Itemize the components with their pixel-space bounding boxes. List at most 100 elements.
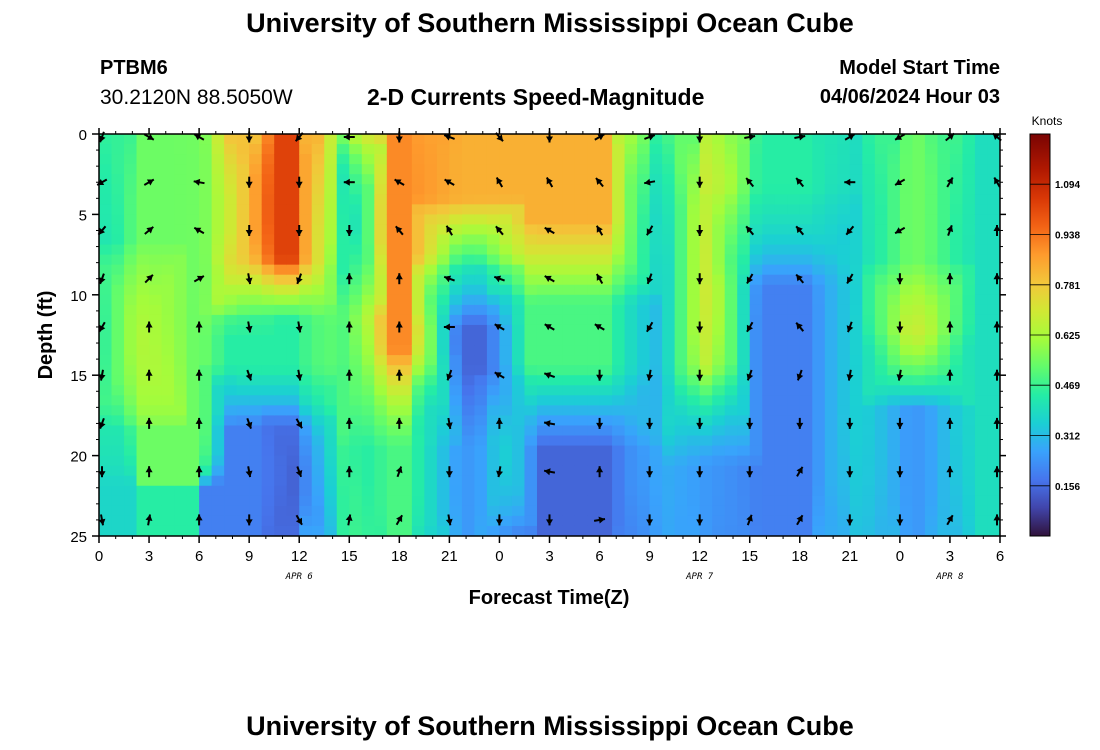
- heat-cell: [562, 234, 576, 246]
- heat-cell: [899, 435, 913, 447]
- heat-cell: [912, 224, 926, 236]
- heat-cell: [524, 485, 538, 497]
- heat-cell: [499, 304, 513, 316]
- heat-cell: [311, 345, 325, 356]
- current-vector: [946, 466, 954, 478]
- vector-head: [746, 324, 753, 332]
- heat-cell: [812, 284, 826, 296]
- heat-cell: [987, 465, 1000, 477]
- heat-cell: [449, 355, 463, 366]
- vector-head: [496, 470, 503, 478]
- heat-cell: [962, 355, 976, 366]
- heat-cell: [787, 355, 801, 366]
- heat-cell: [824, 294, 838, 306]
- heat-cell: [624, 304, 638, 316]
- heat-cell: [499, 375, 513, 386]
- heat-cell: [474, 224, 488, 236]
- heat-cell: [674, 314, 688, 326]
- heat-cell: [361, 174, 375, 185]
- heat-cell: [949, 355, 964, 366]
- heat-cell: [862, 445, 876, 457]
- heat-cell: [774, 284, 788, 296]
- heat-cell: [549, 234, 563, 246]
- heat-cell: [311, 144, 325, 155]
- heat-cell: [862, 355, 876, 366]
- heat-cell: [799, 435, 813, 447]
- heat-cell: [724, 144, 738, 155]
- current-vectors: [96, 131, 1002, 526]
- heat-cell: [687, 234, 701, 246]
- heat-cell: [824, 355, 838, 366]
- heat-cell: [812, 134, 826, 145]
- heat-cell: [899, 264, 913, 276]
- heat-cell: [111, 234, 125, 246]
- heat-cell: [862, 294, 876, 306]
- heat-cell: [862, 304, 876, 316]
- colorbar: Knots 0.1560.3120.4690.6250.7810.9381.09…: [1029, 114, 1080, 537]
- heat-cell: [111, 314, 125, 326]
- heat-cell: [862, 515, 876, 527]
- heat-cell: [299, 365, 313, 376]
- current-vector: [395, 417, 403, 429]
- heat-cell: [374, 254, 388, 266]
- heat-cell: [849, 425, 863, 437]
- vector-head: [494, 372, 502, 379]
- heat-cell: [186, 244, 200, 256]
- heat-cell: [99, 274, 113, 286]
- heat-cell: [499, 425, 513, 437]
- heat-cell: [499, 144, 513, 155]
- heat-cell: [837, 525, 851, 536]
- heat-cell: [99, 365, 113, 376]
- heat-cell: [511, 194, 526, 205]
- heat-cell: [461, 324, 476, 336]
- current-vector: [245, 273, 253, 285]
- heat-cell: [511, 475, 526, 487]
- heat-cell: [724, 355, 738, 366]
- heat-cell: [574, 164, 588, 175]
- heat-cell: [962, 395, 976, 406]
- vector-head: [896, 471, 904, 478]
- heat-cell: [924, 455, 939, 467]
- heat-cell: [474, 164, 488, 175]
- heat-cell: [849, 435, 863, 447]
- heat-cell: [349, 154, 363, 165]
- heat-cell: [774, 224, 788, 236]
- heat-cell: [349, 365, 363, 376]
- heat-cell: [549, 485, 563, 497]
- heat-cell: [374, 355, 388, 366]
- heat-cell: [511, 425, 526, 437]
- heat-cell: [436, 304, 450, 316]
- heat-cell: [411, 515, 425, 527]
- heat-cell: [912, 465, 926, 477]
- heat-cell: [211, 314, 225, 326]
- current-vector: [493, 275, 505, 283]
- heat-cell: [812, 184, 826, 195]
- heat-cell: [649, 335, 663, 346]
- heat-cell: [211, 144, 225, 155]
- heat-cell: [161, 234, 175, 246]
- heat-cell: [799, 505, 813, 517]
- heat-cell: [436, 324, 450, 336]
- heat-cell: [637, 324, 651, 336]
- heat-cell: [186, 204, 200, 215]
- heat-cell: [699, 204, 713, 215]
- heat-cell: [299, 445, 313, 457]
- heat-cell: [787, 224, 801, 236]
- heat-cell: [962, 415, 976, 427]
- heat-cell: [649, 294, 663, 306]
- heat-cell: [536, 435, 551, 447]
- heat-cell: [411, 314, 425, 326]
- heat-cell: [924, 244, 939, 256]
- heat-cell: [837, 405, 851, 416]
- heat-cell: [749, 204, 763, 215]
- heat-cell: [536, 455, 551, 467]
- heat-cell: [236, 244, 250, 256]
- heat-cell: [562, 365, 576, 376]
- heat-cell: [474, 134, 488, 145]
- heat-cell: [349, 505, 363, 517]
- heat-cell: [499, 475, 513, 487]
- heat-cell: [762, 525, 776, 536]
- heat-cell: [486, 254, 501, 266]
- heat-cell: [224, 254, 238, 266]
- current-vector: [295, 466, 303, 478]
